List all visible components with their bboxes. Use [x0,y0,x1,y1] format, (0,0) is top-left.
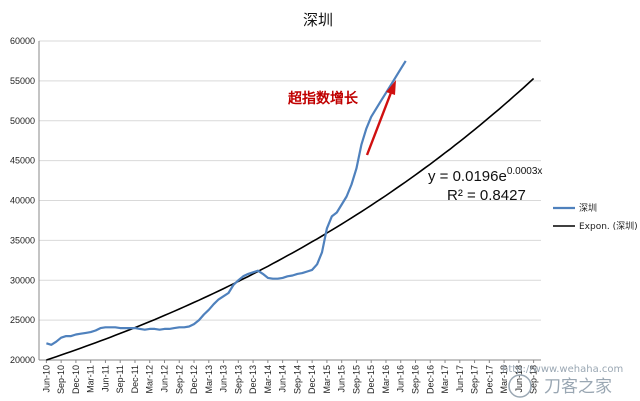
x-tick-label: Jun-13 [219,365,229,393]
x-tick-label: Jun-11 [100,365,110,392]
x-tick-label: Dec-12 [189,365,199,394]
x-tick-label: Dec-15 [366,365,376,394]
x-tick-label: Sep-10 [56,365,66,394]
series-line-shenzhen [46,60,407,346]
chart-title: 深圳 [303,11,333,29]
trend-equation-base: y = 0.0196e [428,168,507,185]
x-tick-label: Mar-18 [499,365,509,394]
y-tick-label: 45000 [10,156,35,166]
annotation-growth-label: 超指数增长 [287,90,359,107]
x-tick-label: Mar-11 [86,365,96,393]
x-tick-label: Jun-14 [278,365,288,393]
legend-label-trend: Expon. (深圳) [579,221,638,232]
watermark-url: http://www.wehaha.com [502,364,623,375]
x-tick-label: Sep-16 [411,365,421,394]
x-tick-label: Sep-14 [292,365,302,394]
x-tick-label: Mar-12 [145,365,155,394]
x-tick-label: Sep-18 [529,365,539,394]
trend-equation-exponent: 0.0003x [507,166,543,177]
x-tick-label: Jun-12 [160,365,170,393]
x-tick-label: Dec-16 [425,365,435,394]
watermark-brand: 刀客之家 [544,377,612,397]
x-tick-label: Jun-10 [41,365,51,393]
y-tick-label: 40000 [10,196,35,206]
y-tick-label: 55000 [10,76,35,86]
x-tick-label: Mar-15 [322,365,332,394]
y-axis-ticks: 20000 25000 30000 35000 40000 45000 50000 55000… [10,36,35,365]
x-tick-label: Dec-17 [484,365,494,394]
x-tick-label: Jun-16 [396,365,406,393]
x-tick-label: Jun-17 [455,365,465,393]
x-tick-label: Dec-13 [248,365,258,394]
trend-r-squared: R² = 0.8427 [447,187,526,204]
y-tick-label: 30000 [10,275,35,285]
x-tick-label: Jun-15 [337,365,347,393]
x-tick-label: Dec-10 [71,365,81,394]
x-tick-label: Sep-15 [351,365,361,394]
x-tick-label: Sep-13 [233,365,243,394]
legend-label-shenzhen: 深圳 [579,203,597,214]
x-tick-label: Sep-17 [470,365,480,394]
x-axis-ticks: Jun-10 Sep-10 Dec-10 Mar-11 Jun-11 Sep-11 Dec-… [41,360,539,394]
x-tick-label: Sep-11 [115,365,125,393]
y-tick-label: 20000 [10,355,35,365]
series-trendline [46,77,535,361]
x-tick-label: Mar-17 [440,365,450,394]
trend-equation: y = 0.0196e0.0003x [428,166,542,185]
legend: 深圳 Expon. (深圳) [553,203,638,232]
x-tick-label: Sep-12 [174,365,184,394]
x-tick-label: Jun-18 [514,365,524,393]
y-tick-label: 50000 [10,116,35,126]
y-tick-label: 60000 [10,36,35,46]
x-tick-label: Dec-11 [130,365,140,393]
watermark: http://www.wehaha.com 刀客之家 [502,364,623,398]
x-tick-label: Mar-13 [204,365,214,394]
x-tick-label: Mar-14 [263,365,273,394]
x-tick-label: Mar-16 [381,365,391,394]
x-tick-label: Dec-14 [307,365,317,394]
watermark-logo-icon [508,374,532,398]
growth-arrow [365,80,396,156]
y-tick-label: 25000 [10,315,35,325]
y-tick-label: 35000 [10,235,35,245]
